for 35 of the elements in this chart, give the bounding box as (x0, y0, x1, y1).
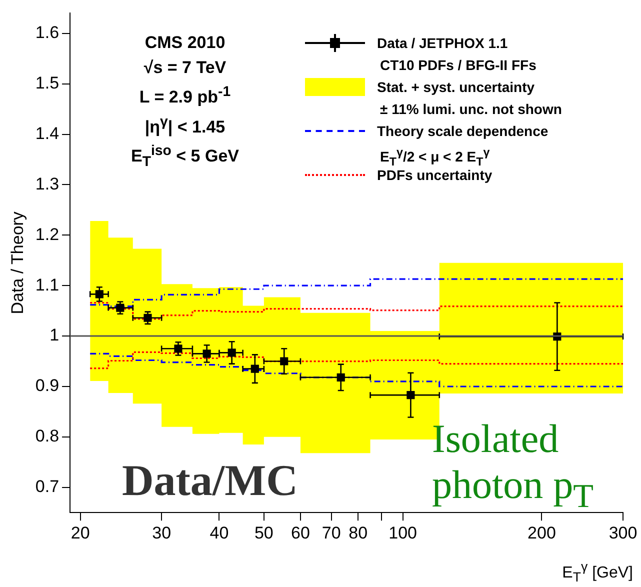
x-tick-label: 80 (348, 523, 368, 542)
y-tick-label: 1.4 (35, 124, 60, 143)
annotation: Isolated photon p$_{T}$ (432, 416, 594, 517)
x-tick-label: 60 (291, 523, 310, 542)
x-tick-label: 40 (210, 523, 229, 542)
legend-label: Theory scale dependence (377, 123, 548, 139)
y-tick-label: 1.1 (35, 275, 60, 294)
x-axis-title: E$_{T}$$^{γ}$ [GeV] (562, 559, 633, 585)
legend-label: Data / JETPHOX 1.1 (377, 35, 508, 51)
x-tick-label: 30 (152, 523, 172, 542)
annotation: ± 11% lumi. unc. not shown (379, 100, 563, 119)
x-tick-label: 50 (254, 523, 274, 542)
annotation: CT10 PDFs / BFG-II FFs (379, 56, 538, 75)
x-tick-label: 200 (528, 523, 556, 542)
annotation: E$_{T}$$^{iso}$ < 5 GeV (130, 142, 240, 172)
y-tick-label: 1.2 (35, 224, 60, 244)
annotation: √s = 7 TeV (142, 57, 228, 79)
y-tick-label: 1.3 (35, 174, 60, 194)
y-tick-label: 1 (50, 326, 60, 345)
annotation: L = 2.9 pb$^{-1}$ (138, 83, 232, 109)
y-tick-label: 0.9 (35, 376, 60, 396)
x-tick-label: 70 (322, 523, 341, 542)
y-axis-title: Data / Theory (8, 211, 27, 314)
annotation: |η$^{γ}$| < 1.45 (144, 112, 226, 138)
y-tick-label: 0.8 (35, 426, 60, 446)
legend-label: Stat. + syst. uncertainty (377, 79, 535, 95)
x-tick-label: 300 (608, 523, 638, 542)
x-tick-label: 20 (70, 523, 90, 542)
y-tick-label: 1.6 (35, 23, 60, 42)
legend-label: PDFs uncertainty (377, 167, 492, 183)
y-tick-label: 0.7 (35, 477, 60, 496)
annotation: Data/MC (122, 455, 298, 506)
annotation: CMS 2010 (144, 32, 226, 54)
y-tick-label: 1.5 (35, 74, 60, 93)
x-tick-label: 100 (388, 523, 418, 542)
